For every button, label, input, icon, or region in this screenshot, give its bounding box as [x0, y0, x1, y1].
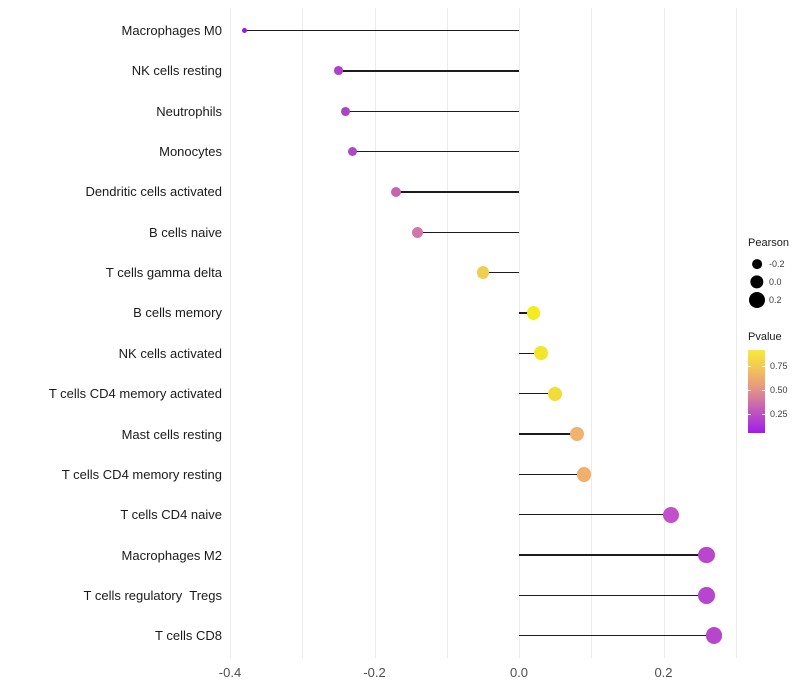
- category-label: NK cells resting: [131, 63, 222, 79]
- colorbar-tick-mark: [762, 366, 765, 368]
- legend-color-title: Pvalue: [748, 331, 782, 343]
- lollipop-stem: [396, 191, 519, 193]
- gridline: [302, 8, 304, 658]
- category-label: B cells memory: [133, 305, 222, 321]
- colorbar-tick-mark: [748, 366, 751, 368]
- lollipop-dot: [698, 546, 716, 564]
- x-tick-label: -0.2: [363, 665, 386, 680]
- legend-color-pvalue: Pvalue 0.75 0.50 0.25: [744, 330, 800, 433]
- lollipop-dot: [242, 28, 247, 33]
- lollipop-stem: [519, 352, 541, 354]
- category-label: T cells gamma delta: [105, 265, 222, 281]
- lollipop-dot: [334, 66, 343, 76]
- category-label: Neutrophils: [156, 103, 222, 119]
- gridline: [374, 8, 376, 658]
- lollipop-stem: [519, 514, 671, 516]
- colorbar-tick-mark: [748, 413, 751, 415]
- lollipop-dot: [662, 506, 679, 523]
- lollipop-stem: [417, 231, 519, 233]
- x-tick-label: -0.4: [218, 665, 242, 680]
- category-label: T cells CD4 memory activated: [48, 386, 222, 402]
- colorbar-gradient: [748, 350, 765, 433]
- category-label: Mast cells resting: [121, 426, 222, 442]
- lollipop-dot: [576, 467, 592, 482]
- gridline: [663, 8, 665, 658]
- category-label: T cells CD4 memory resting: [61, 466, 222, 482]
- legend: Pearson -0.2 0.0 0.2 Pvalue 0.75 0.50 0.25: [744, 236, 800, 433]
- colorbar-tick-mark: [762, 390, 765, 392]
- legend-size-label: 0.2: [769, 295, 782, 305]
- lollipop-stem: [519, 433, 577, 435]
- gridline: [230, 8, 231, 658]
- legend-size-entry: -0.2: [744, 255, 800, 273]
- lollipop-dot: [533, 346, 548, 361]
- colorbar-tick-label: 0.75: [770, 361, 788, 372]
- colorbar: 0.75 0.50 0.25: [748, 350, 800, 433]
- category-label: NK cells activated: [118, 345, 222, 361]
- colorbar-tick-label: 0.25: [770, 408, 788, 419]
- lollipop-stem: [338, 70, 519, 72]
- legend-size-label: -0.2: [769, 259, 785, 269]
- legend-size-title: Pearson: [748, 237, 789, 249]
- category-label: Monocytes: [159, 144, 222, 160]
- legend-size-pearson: Pearson -0.2 0.0 0.2: [744, 236, 800, 309]
- category-label: Macrophages M2: [121, 547, 222, 563]
- legend-size-label: 0.0: [769, 277, 782, 287]
- x-tick-label: 0.0: [509, 665, 529, 680]
- lollipop-dot: [476, 266, 490, 279]
- lollipop-stem: [345, 110, 519, 112]
- lollipop-stem: [519, 473, 585, 476]
- colorbar-tick-label: 0.50: [770, 385, 788, 396]
- lollipop-stem: [244, 29, 519, 32]
- legend-size-dot: [749, 292, 765, 308]
- gridline: [591, 8, 593, 658]
- lollipop-dot: [341, 106, 351, 116]
- legend-size-entry: 0.0: [744, 273, 800, 291]
- legend-size-entries: -0.2 0.0 0.2: [744, 255, 800, 309]
- category-label: Dendritic cells activated: [85, 184, 222, 200]
- colorbar-tick-mark: [762, 413, 765, 415]
- lollipop-dot: [348, 146, 358, 157]
- lollipop-dot: [698, 587, 716, 604]
- lollipop-stem: [482, 271, 519, 274]
- colorbar-tick-mark: [748, 390, 751, 392]
- lollipop-stem: [519, 635, 715, 637]
- category-label: T cells regulatory Tregs: [83, 587, 222, 603]
- category-label: T cells CD8: [155, 628, 222, 644]
- lollipop-dot: [569, 426, 584, 442]
- category-label: Macrophages M0: [121, 23, 222, 38]
- legend-size-dot: [752, 259, 762, 269]
- gridline: [446, 8, 448, 658]
- legend-size-dot: [750, 275, 764, 289]
- lollipop-dot: [526, 306, 541, 320]
- lollipop-stem: [352, 150, 519, 153]
- lollipop-dot: [705, 627, 723, 645]
- lollipop-stem: [519, 392, 556, 395]
- lollipop-dot: [548, 386, 563, 401]
- lollipop-dot: [390, 186, 402, 198]
- category-label: T cells CD4 naive: [120, 507, 222, 523]
- lollipop-stem: [519, 594, 707, 597]
- lollipop-stem: [519, 554, 707, 556]
- lollipop-dot: [412, 226, 424, 238]
- legend-size-entry: 0.2: [744, 291, 800, 309]
- category-label: B cells naive: [149, 224, 222, 240]
- lollipop-stem: [519, 312, 534, 314]
- gridline: [735, 8, 737, 658]
- x-tick-label: 0.2: [654, 665, 673, 680]
- gridline: [519, 8, 520, 658]
